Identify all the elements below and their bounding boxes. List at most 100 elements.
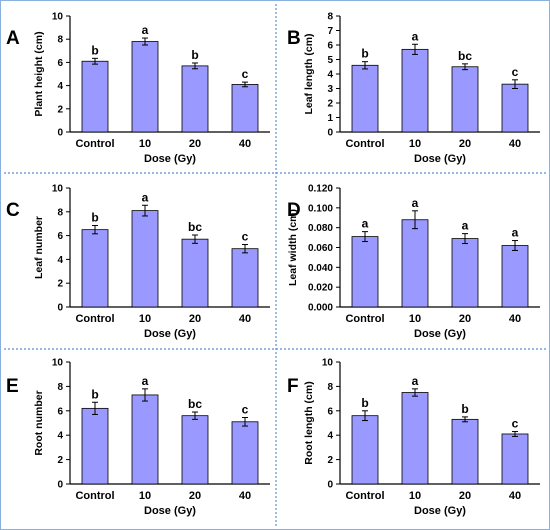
bar xyxy=(401,48,429,133)
significance-letter: b xyxy=(91,210,98,224)
panel-label-b: B xyxy=(287,28,301,49)
y-tick-label: 4 xyxy=(57,431,63,442)
panel-label-f: F xyxy=(287,376,299,397)
significance-letter: a xyxy=(412,374,419,388)
significance-letter: bc xyxy=(188,397,202,411)
bar xyxy=(501,245,529,308)
bar xyxy=(351,236,379,308)
panel-c: C 0 2 4 6 8 10 Leaf number b Control a 10 bc 20 c 40 Dos… xyxy=(6,184,270,340)
x-tick-label: 10 xyxy=(409,490,421,502)
bar xyxy=(401,392,429,485)
y-axis-title: Root number xyxy=(33,390,45,455)
x-tick-label: Control xyxy=(75,138,114,150)
y-tick-label: 8 xyxy=(57,35,63,46)
panel-f: F 0 2 4 6 8 10 Root length (cm) b Control a 10 b 20 c 4… xyxy=(287,358,540,517)
y-tick-label: 0 xyxy=(327,480,333,491)
y-axis-title: Leaf number xyxy=(33,216,45,279)
y-tick-label: 0.100 xyxy=(308,203,333,214)
x-tick-label: 10 xyxy=(409,138,421,150)
significance-letter: b xyxy=(361,47,368,61)
y-tick-label: 0.080 xyxy=(308,223,333,234)
bar xyxy=(81,60,109,133)
significance-letter: a xyxy=(412,196,419,210)
significance-letter: a xyxy=(512,226,519,240)
x-tick-label: Control xyxy=(345,490,384,502)
significance-letter: a xyxy=(142,374,149,388)
bar xyxy=(181,238,209,308)
y-tick-label: 10 xyxy=(322,358,334,369)
significance-letter: b xyxy=(461,402,468,416)
y-tick-label: 0.000 xyxy=(308,303,333,314)
significance-letter: bc xyxy=(188,220,202,234)
significance-letter: c xyxy=(242,67,249,81)
bar xyxy=(181,415,209,485)
y-tick-label: 4 xyxy=(57,81,63,92)
x-tick-label: 10 xyxy=(409,313,421,325)
y-tick-label: 8 xyxy=(57,382,63,393)
significance-letter: a xyxy=(142,190,149,204)
y-tick-label: 8 xyxy=(327,12,333,23)
x-tick-label: 40 xyxy=(239,313,251,325)
y-tick-label: 1 xyxy=(327,113,333,124)
x-tick-label: 10 xyxy=(139,490,151,502)
significance-letter: b xyxy=(91,43,98,57)
bar xyxy=(81,407,109,485)
significance-letter: bc xyxy=(458,49,472,63)
panel-b: B 0 1 2 3 4 5 6 7 8 Leaf length (cm) b Control a 10 bc 2… xyxy=(287,12,540,165)
y-tick-label: 6 xyxy=(57,58,63,69)
x-tick-label: Control xyxy=(345,313,384,325)
y-tick-label: 2 xyxy=(57,279,63,290)
y-tick-label: 0.020 xyxy=(308,283,333,294)
y-tick-label: 0 xyxy=(57,303,63,314)
y-tick-label: 6 xyxy=(57,231,63,242)
y-tick-label: 0.040 xyxy=(308,263,333,274)
bar xyxy=(231,84,259,133)
significance-letter: c xyxy=(242,403,249,417)
y-axis-title: Root length (cm) xyxy=(303,381,315,464)
y-tick-label: 10 xyxy=(52,184,64,195)
x-tick-label: Control xyxy=(75,490,114,502)
y-tick-label: 5 xyxy=(327,55,333,66)
x-axis-title: Dose (Gy) xyxy=(144,153,196,165)
y-tick-label: 0 xyxy=(57,480,63,491)
significance-letter: c xyxy=(242,230,249,244)
y-tick-label: 0.120 xyxy=(308,184,333,195)
panel-label-a: A xyxy=(6,28,20,49)
y-axis-title: Leaf length (cm) xyxy=(303,33,315,114)
y-tick-label: 10 xyxy=(52,358,64,369)
x-tick-label: 10 xyxy=(139,138,151,150)
x-axis-title: Dose (Gy) xyxy=(414,505,466,517)
y-tick-label: 7 xyxy=(327,26,333,37)
y-tick-label: 10 xyxy=(52,12,64,23)
significance-letter: b xyxy=(361,396,368,410)
panel-e: E 0 2 4 6 8 10 Root number b Control a 10 bc 20 c 40 Dos… xyxy=(6,358,270,517)
significance-letter: c xyxy=(512,417,519,431)
x-tick-label: 40 xyxy=(509,490,521,502)
bar xyxy=(231,421,259,485)
panel-label-c: C xyxy=(6,200,20,221)
y-axis-title: Plant height (cm) xyxy=(33,31,45,116)
x-tick-label: 20 xyxy=(189,313,201,325)
bar xyxy=(501,433,529,485)
x-tick-label: 40 xyxy=(509,138,521,150)
x-tick-label: 40 xyxy=(239,490,251,502)
x-tick-label: 20 xyxy=(189,138,201,150)
y-tick-label: 2 xyxy=(57,104,63,115)
x-axis-title: Dose (Gy) xyxy=(144,505,196,517)
bar xyxy=(351,64,379,133)
bar xyxy=(451,66,479,133)
x-tick-label: Control xyxy=(75,313,114,325)
bar xyxy=(351,415,379,485)
panel-a: A 0 2 4 6 8 10 Plant height (cm) b Control a 10 b 20 c… xyxy=(6,12,270,165)
x-tick-label: 20 xyxy=(189,490,201,502)
significance-letter: a xyxy=(362,217,369,231)
panel-d: D 0.000 0.020 0.040 0.060 0.080 0.100 0.120 Leaf… xyxy=(287,184,540,340)
panel-label-e: E xyxy=(6,376,19,397)
x-tick-label: 10 xyxy=(139,313,151,325)
y-tick-label: 6 xyxy=(327,41,333,52)
x-axis-title: Dose (Gy) xyxy=(144,328,196,340)
bar xyxy=(81,229,109,308)
bar xyxy=(131,210,159,308)
